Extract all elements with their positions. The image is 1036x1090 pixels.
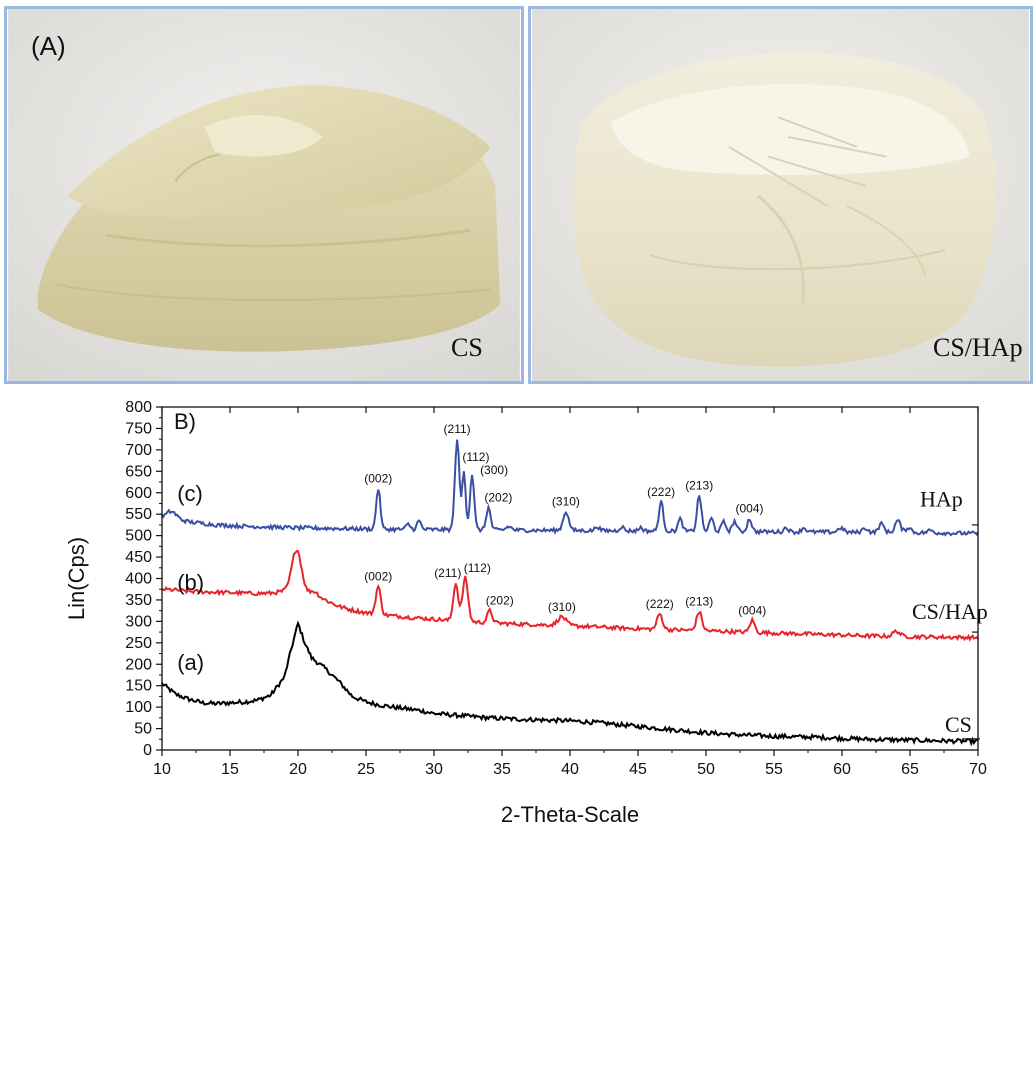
peak-label: (213) — [685, 595, 713, 609]
x-tick-label: 40 — [561, 761, 579, 778]
peak-label: (202) — [486, 594, 514, 608]
series-cs-hap: (002) (211) (112) (202) (310) (222) (213) (004)… — [161, 550, 988, 642]
y-tick-label: 300 — [125, 613, 152, 630]
peak-label: (211) — [434, 566, 461, 580]
series-line — [161, 439, 979, 537]
y-tick-label: 800 — [125, 399, 152, 416]
axes-layer: 10 15 20 25 30 35 40 45 50 55 60 65 7005010015020025… — [125, 399, 987, 778]
x-tick-label: 20 — [289, 761, 307, 778]
cs-hap-photo-label: CS/HAp — [933, 333, 1023, 362]
x-tick-label: 15 — [221, 761, 239, 778]
series-line — [161, 550, 979, 642]
x-tick-label: 50 — [697, 761, 715, 778]
peak-label: (310) — [548, 600, 576, 614]
x-tick-label: 70 — [969, 761, 987, 778]
y-tick-label: 100 — [125, 699, 152, 716]
peak-label: (202) — [484, 491, 512, 505]
series-name-label: HAp — [920, 486, 963, 511]
y-tick-label: 150 — [125, 678, 152, 695]
y-tick-label: 0 — [143, 742, 152, 759]
xrd-chart: (a)CS(002) (211) (112)(202) (310) (222) (213)… — [64, 399, 988, 827]
series-cs: (a) CS — [161, 620, 980, 747]
y-tick-label: 600 — [125, 485, 152, 502]
cs-scaffold-photo: (A) CS — [4, 6, 524, 384]
peak-label: (211) — [444, 422, 471, 436]
y-tick-label: 450 — [125, 549, 152, 566]
peak-label: (300) — [480, 463, 508, 477]
x-axis-title: 2-Theta-Scale — [501, 802, 639, 827]
y-tick-label: 200 — [125, 656, 152, 673]
y-axis-title: Lin(Cps) — [64, 537, 89, 620]
trace-label: (c) — [177, 481, 203, 506]
peak-label: (222) — [647, 485, 675, 499]
x-tick-label: 55 — [765, 761, 783, 778]
peak-label: (004) — [738, 603, 766, 617]
peak-label: (002) — [364, 471, 392, 485]
y-tick-label: 750 — [125, 420, 152, 437]
series-line — [161, 620, 979, 747]
peak-label: (112) — [462, 450, 489, 464]
trace-label: (a) — [177, 650, 204, 675]
trace-label: (b) — [177, 570, 204, 595]
y-tick-label: 250 — [125, 635, 152, 652]
chart-panel-label: B) — [174, 409, 196, 434]
series-name-label: CS/HAp — [912, 599, 988, 624]
series-name-label: CS — [945, 712, 972, 737]
peak-label: (002) — [364, 569, 392, 583]
y-tick-label: 400 — [125, 571, 152, 588]
y-tick-label: 550 — [125, 506, 152, 523]
cs-scaffold-image — [8, 9, 520, 381]
peak-label: (310) — [552, 495, 580, 509]
series-layer: (a)CS(002) (211) (112)(202) (310) (222) (213)… — [161, 422, 988, 747]
x-tick-label: 35 — [493, 761, 511, 778]
y-tick-label: 50 — [134, 721, 152, 738]
peak-label: (004) — [736, 502, 764, 516]
cs-photo-label: CS — [451, 333, 483, 362]
y-tick-label: 350 — [125, 592, 152, 609]
peak-label: (213) — [685, 478, 713, 492]
x-tick-label: 45 — [629, 761, 647, 778]
cs-hap-scaffold-image — [532, 9, 1029, 381]
photo-panel-label: (A) — [31, 31, 66, 61]
x-tick-label: 65 — [901, 761, 919, 778]
peak-label: (222) — [646, 597, 674, 611]
x-tick-label: 30 — [425, 761, 443, 778]
series-hap: (002) (211) (112)(300) (202) (310) (222) (213)… — [161, 422, 979, 537]
x-tick-label: 10 — [153, 761, 171, 778]
cs-hap-scaffold-photo: CS/HAp — [528, 6, 1033, 384]
x-tick-label: 25 — [357, 761, 375, 778]
y-tick-label: 700 — [125, 442, 152, 459]
x-tick-label: 60 — [833, 761, 851, 778]
y-tick-label: 650 — [125, 463, 152, 480]
plot-frame — [161, 406, 979, 751]
y-tick-label: 500 — [125, 528, 152, 545]
peak-label: (112) — [464, 561, 491, 575]
